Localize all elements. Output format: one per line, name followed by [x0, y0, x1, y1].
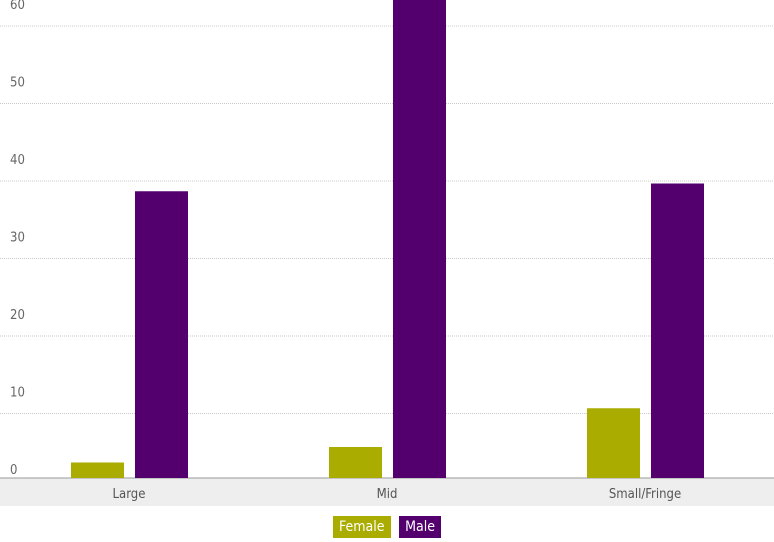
bar-female[interactable]: [71, 462, 124, 479]
x-tick-label: Mid: [377, 487, 398, 502]
bars: [71, 0, 704, 478]
bar-female[interactable]: [587, 408, 640, 478]
bar-female[interactable]: [329, 447, 382, 478]
x-axis-band: [0, 478, 774, 506]
y-tick-label: 30: [10, 231, 25, 246]
gridlines: [0, 25, 774, 414]
y-tick-label: 20: [10, 308, 25, 323]
y-tick-label: 10: [10, 386, 25, 401]
y-tick-labels: 0 10 20 30 40 50 60: [10, 0, 25, 478]
legend: Female Male: [0, 516, 774, 538]
legend-item-female[interactable]: Female: [333, 516, 391, 538]
y-tick-label: 60: [10, 0, 25, 13]
y-tick-label: 0: [10, 463, 17, 478]
x-tick-label: Small/Fringe: [609, 487, 681, 502]
y-tick-label: 40: [10, 153, 25, 168]
bar-chart: 0 10 20 30 40 50 60 Large Mid Small/Fringe: [0, 0, 774, 506]
legend-item-male[interactable]: Male: [399, 516, 441, 538]
bar-male[interactable]: [135, 191, 188, 478]
x-tick-label: Large: [113, 487, 146, 502]
bar-male[interactable]: [651, 183, 704, 479]
y-tick-label: 50: [10, 76, 25, 91]
bar-male[interactable]: [393, 0, 446, 478]
x-tick-labels: Large Mid Small/Fringe: [113, 487, 682, 502]
